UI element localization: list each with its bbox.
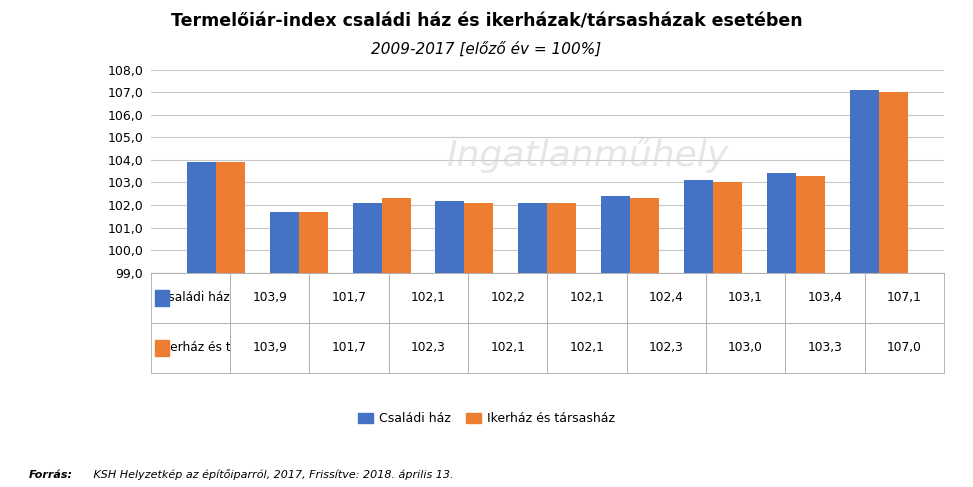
Bar	[187, 162, 216, 487]
Bar	[684, 180, 713, 487]
Text: Termelőiár-index családi ház és ikerházak/társasházak esetében: Termelőiár-index családi ház és ikerháza…	[170, 12, 803, 30]
Legend: Családi ház, Ikerház és társasház: Családi ház, Ikerház és társasház	[353, 407, 620, 431]
Bar	[767, 173, 796, 487]
Bar	[849, 90, 879, 487]
Text: 2009-2017 [előző év = 100%]: 2009-2017 [előző év = 100%]	[372, 41, 601, 56]
Bar	[796, 176, 825, 487]
Bar	[601, 196, 631, 487]
Bar	[879, 92, 908, 487]
Bar	[352, 203, 381, 487]
Bar	[547, 203, 576, 487]
Text: KSH Helyzetkép az építőiparról, 2017, Frissítve: 2018. április 13.: KSH Helyzetkép az építőiparról, 2017, Fr…	[90, 468, 453, 480]
Bar	[270, 212, 299, 487]
Text: Forrás:: Forrás:	[29, 469, 73, 480]
Bar	[464, 203, 493, 487]
Bar	[216, 162, 245, 487]
Bar	[631, 198, 659, 487]
Bar	[381, 198, 411, 487]
Bar	[155, 339, 169, 356]
Bar	[519, 203, 547, 487]
Bar	[436, 201, 464, 487]
Text: Ingatlanműhely: Ingatlanműhely	[446, 137, 728, 173]
Bar	[155, 290, 169, 306]
Bar	[713, 183, 742, 487]
Bar	[299, 212, 328, 487]
